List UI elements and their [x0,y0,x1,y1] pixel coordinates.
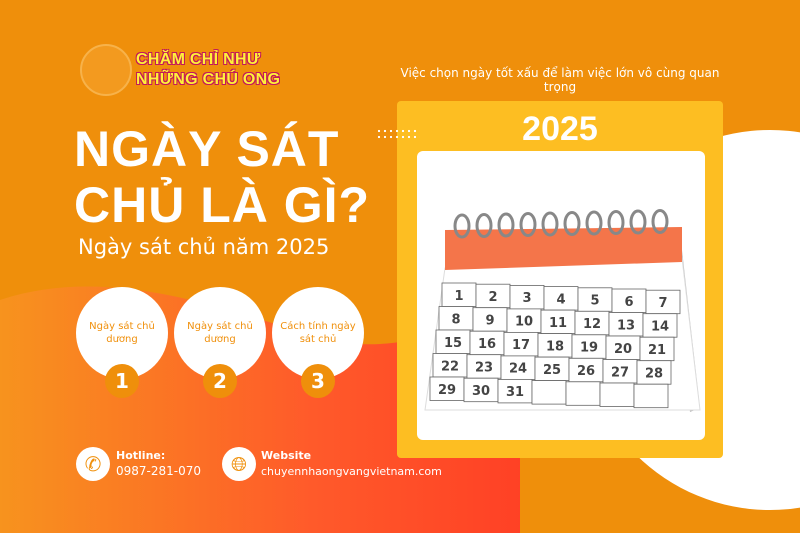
calendar-cell [565,381,601,406]
calendar-day: 2 [488,290,497,305]
calendar-day: 19 [580,341,598,356]
topic-2-number: 2 [203,364,237,398]
calendar-day: 25 [543,363,561,378]
calendar-day: 12 [583,317,601,332]
calendar-cell [531,380,567,405]
calendar-day: 27 [611,365,629,380]
calendar-day: 20 [614,342,632,357]
globe-icon: 🌐︎ [222,447,256,481]
calendar-day: 10 [515,315,533,330]
topic-3-number: 3 [301,364,335,398]
calendar-ring [541,211,559,237]
calendar-day: 4 [556,292,565,307]
calendar-ring [475,213,493,238]
topic-3[interactable]: Cách tính ngày sát chủ [272,287,364,379]
calendar-day: 18 [546,339,564,354]
calendar-day: 26 [577,364,595,379]
calendar-day: 23 [475,360,493,375]
brand-line-2: NHỮNG CHÚ ONG [136,71,281,88]
calendar-day: 7 [658,296,667,311]
calendar-day: 28 [645,366,663,381]
brand-line-1: CHĂM CHỈ NHƯ [136,51,261,68]
title-line-2: CHỦ LÀ GÌ? [74,177,371,233]
calendar-day: 17 [512,338,530,353]
calendar-ring [519,212,537,237]
calendar-day: 8 [451,312,460,327]
calendar-day: 15 [444,336,462,351]
calendar-day: 31 [506,385,524,400]
phone-icon: ✆ [76,447,110,481]
calendar-ring [563,211,581,236]
topic-1[interactable]: Ngày sát chủ dương [76,287,168,379]
topic-3-label: Cách tính ngày sát chủ [280,321,356,345]
topic-1-label: Ngày sát chủ dương [89,321,155,345]
calendar-day: 5 [590,294,599,309]
calendar-ring [607,210,625,235]
website-link[interactable]: chuyennhaongvangvietnam.com [261,465,442,478]
calendar-day: 30 [472,384,490,399]
tagline: Việc chọn ngày tốt xấu để làm việc lớn v… [400,66,720,95]
topic-2[interactable]: Ngày sát chủ dương [174,287,266,379]
topic-1-number: 1 [105,364,139,398]
calendar-cell [599,382,635,407]
hotline-label: Hotline: [116,449,166,462]
calendar-ring [453,213,471,239]
website-label: Website [261,449,312,462]
hotline-number[interactable]: 0987-281-070 [116,464,202,478]
calendar-ring [585,210,603,236]
topic-2-label: Ngày sát chủ dương [187,321,253,345]
calendar-cell [633,383,669,409]
calendar-ring [497,212,515,238]
calendar-day: 24 [509,362,527,377]
calendar-day: 11 [549,316,567,331]
calendar-day: 21 [648,343,666,358]
calendar-day: 13 [617,318,635,333]
calendar-day: 6 [624,295,633,310]
calendar-day: 1 [454,289,463,304]
calendar-day: 22 [441,359,459,374]
year-heading: 2025 [522,110,598,148]
calendar-ring [651,209,669,234]
calendar-day: 3 [522,291,531,306]
calendar-day: 29 [438,383,456,398]
calendar-ring [629,209,647,235]
title-line-1: NGÀY SÁT [74,121,340,177]
dots-decoration [376,128,420,140]
calendar-day: 16 [478,337,496,352]
logo [80,44,132,96]
subtitle: Ngày sát chủ năm 2025 [78,235,330,259]
calendar-day: 14 [651,319,669,334]
calendar-day: 9 [485,313,494,328]
